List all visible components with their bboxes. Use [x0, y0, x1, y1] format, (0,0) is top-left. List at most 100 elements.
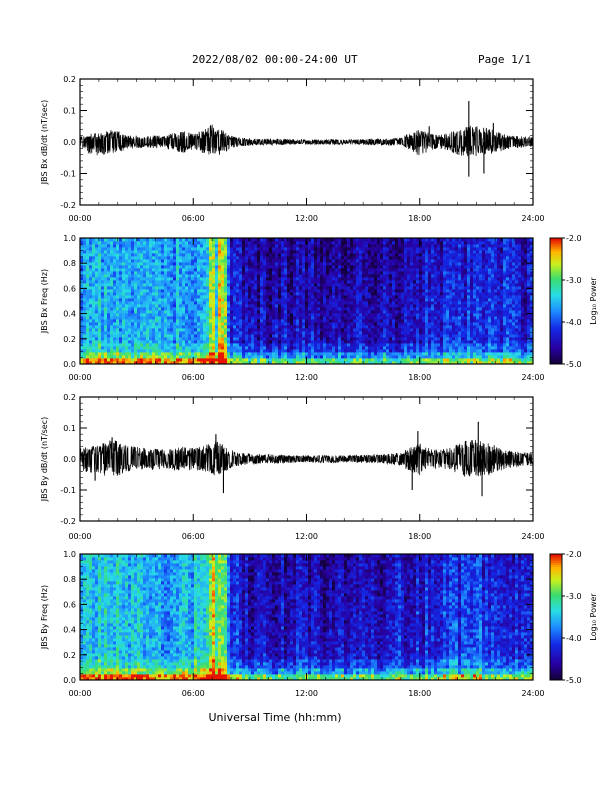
spectrogram-cell: [419, 307, 423, 311]
spectrogram-cell: [419, 292, 423, 296]
spectrogram-cell: [422, 334, 426, 338]
spectrogram-cell: [83, 292, 87, 296]
spectrogram-cell: [233, 319, 237, 323]
spectrogram-cell: [419, 241, 423, 245]
spectrogram-cell: [242, 262, 246, 266]
spectrogram-cell: [245, 286, 249, 290]
spectrogram-cell: [236, 256, 240, 260]
spectrogram-cell: [164, 352, 168, 356]
spectrogram-cell: [119, 271, 123, 275]
spectrogram-cell: [323, 340, 327, 344]
spectrogram-cell: [140, 352, 144, 356]
spectrogram-cell: [350, 289, 354, 293]
spectrogram-cell: [176, 310, 180, 314]
spectrogram-cell: [269, 286, 273, 290]
spectrogram-cell: [380, 355, 384, 359]
spectrogram-cell: [164, 241, 168, 245]
spectrogram-cell: [407, 256, 411, 260]
spectrogram-cell: [131, 346, 135, 350]
spectrogram-cell: [158, 358, 162, 362]
spectrogram-cell: [416, 334, 420, 338]
spectrogram-cell: [185, 256, 189, 260]
spectrogram-cell: [422, 238, 426, 242]
spectrogram-cell: [209, 289, 213, 293]
spectrogram-cell: [305, 262, 309, 266]
spectrogram-cell: [302, 256, 306, 260]
spectrogram-cell: [116, 256, 120, 260]
spectrogram-cell: [353, 244, 357, 248]
spectrogram-cell: [152, 256, 156, 260]
spectrogram-cell: [134, 253, 138, 257]
spectrogram-cell: [89, 298, 93, 302]
spectrogram-cell: [116, 277, 120, 281]
spectrogram-cell: [80, 328, 84, 332]
spectrogram-cell: [137, 247, 141, 251]
spectrogram-cell: [209, 259, 213, 263]
x-tick-label: 06:00: [182, 214, 205, 223]
spectrogram-cell: [245, 340, 249, 344]
spectrogram-cell: [269, 352, 273, 356]
spectrogram-cell: [293, 355, 297, 359]
spectrogram-cell: [170, 316, 174, 320]
spectrogram-cell: [296, 355, 300, 359]
spectrogram-cell: [191, 244, 195, 248]
spectrogram-cell: [104, 340, 108, 344]
spectrogram-cell: [260, 343, 264, 347]
spectrogram-cell: [263, 256, 267, 260]
spectrogram-cell: [332, 247, 336, 251]
spectrogram-cell: [95, 346, 99, 350]
spectrogram-cell: [161, 346, 165, 350]
spectrogram-cell: [116, 259, 120, 263]
spectrogram-cell: [383, 286, 387, 290]
spectrogram-cell: [194, 334, 198, 338]
spectrogram-cell: [209, 337, 213, 341]
spectrogram-cell: [401, 301, 405, 305]
spectrogram-cell: [146, 253, 150, 257]
spectrogram-cell: [311, 286, 315, 290]
spectrogram-cell: [125, 295, 129, 299]
spectrogram-cell: [209, 310, 213, 314]
spectrogram-cell: [317, 280, 321, 284]
spectrogram-cell: [101, 325, 105, 329]
spectrogram-cell: [308, 253, 312, 257]
spectrogram-cell: [167, 340, 171, 344]
spectrogram-cell: [329, 280, 333, 284]
spectrogram-cell: [395, 334, 399, 338]
spectrogram-cell: [266, 298, 270, 302]
spectrogram-cell: [233, 253, 237, 257]
spectrogram-cell: [341, 304, 345, 308]
spectrogram-cell: [134, 337, 138, 341]
spectrogram-cell: [395, 253, 399, 257]
spectrogram-cell: [353, 292, 357, 296]
spectrogram-cell: [425, 349, 429, 353]
spectrogram-cell: [119, 253, 123, 257]
spectrogram-cell: [326, 292, 330, 296]
spectrogram-cell: [86, 352, 90, 356]
spectrogram-cell: [188, 271, 192, 275]
spectrogram-cell: [239, 283, 243, 287]
spectrogram-cell: [110, 304, 114, 308]
spectrogram-cell: [302, 268, 306, 272]
spectrogram-cell: [131, 262, 135, 266]
spectrogram-cell: [377, 337, 381, 341]
spectrogram-cell: [401, 307, 405, 311]
spectrogram-cell: [245, 361, 249, 365]
spectrogram-cell: [152, 259, 156, 263]
spectrogram-cell: [272, 247, 276, 251]
spectrogram-cell: [290, 352, 294, 356]
spectrogram-cell: [326, 346, 330, 350]
spectrogram-cell: [113, 289, 117, 293]
spectrogram-cell: [191, 295, 195, 299]
spectrogram-cell: [131, 286, 135, 290]
spectrogram-cell: [425, 292, 429, 296]
spectrogram-cell: [263, 307, 267, 311]
spectrogram-cell: [116, 295, 120, 299]
spectrogram-cell: [308, 289, 312, 293]
spectrogram-cell: [311, 358, 315, 362]
spectrogram-cell: [116, 280, 120, 284]
spectrogram-cell: [152, 277, 156, 281]
spectrogram-cell: [344, 358, 348, 362]
spectrogram-cell: [371, 295, 375, 299]
spectrogram-cell: [155, 358, 159, 362]
spectrogram-cell: [233, 271, 237, 275]
